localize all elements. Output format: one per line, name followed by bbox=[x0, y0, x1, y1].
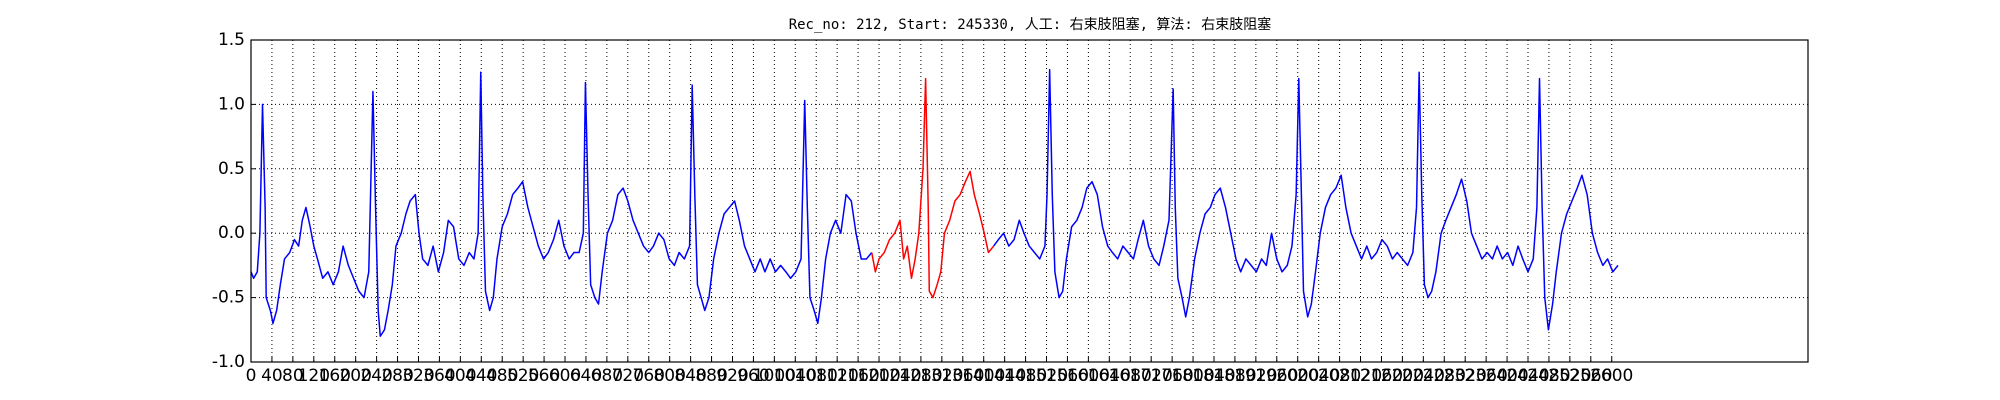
y-tick-label: 1.0 bbox=[218, 94, 245, 114]
x-tick-label: 1600 bbox=[1067, 366, 1110, 386]
x-tick-label: 320 bbox=[402, 366, 434, 386]
x-tick-label: 1280 bbox=[899, 366, 942, 386]
y-tick-label: -0.5 bbox=[212, 288, 245, 308]
x-tick-label: 40 bbox=[261, 366, 283, 386]
chart-title: Rec_no: 212, Start: 245330, 人工: 右束肢阻塞, 算… bbox=[789, 16, 1272, 33]
x-tick-label: 1320 bbox=[920, 366, 963, 386]
x-tick-label: 2560 bbox=[1569, 366, 1612, 386]
plot-frame bbox=[250, 39, 1809, 363]
x-tick-label: 640 bbox=[570, 366, 602, 386]
x-tick-label: 2480 bbox=[1527, 366, 1570, 386]
x-tick-label: 0 bbox=[246, 366, 257, 386]
x-tick-label: 2360 bbox=[1465, 366, 1508, 386]
x-tick-label: 1800 bbox=[1171, 366, 1214, 386]
x-tick-label: 1840 bbox=[1192, 366, 1235, 386]
x-tick-label: 1040 bbox=[774, 366, 817, 386]
x-tick-label: 1720 bbox=[1130, 366, 1173, 386]
x-tick-label: 1680 bbox=[1109, 366, 1152, 386]
x-tick-label: 200 bbox=[339, 366, 371, 386]
x-tick-label: 1560 bbox=[1046, 366, 1089, 386]
x-tick-label: 2120 bbox=[1339, 366, 1382, 386]
x-tick-label: 1880 bbox=[1213, 366, 1256, 386]
x-tick-label: 600 bbox=[549, 366, 581, 386]
x-tick-label: 1360 bbox=[941, 366, 984, 386]
x-tick-label: 2520 bbox=[1548, 366, 1591, 386]
x-tick-label: 960 bbox=[737, 366, 769, 386]
x-tick-label: 1640 bbox=[1088, 366, 1131, 386]
x-tick-label: 1400 bbox=[962, 366, 1005, 386]
x-tick-label: 2240 bbox=[1402, 366, 1445, 386]
x-tick-label: 920 bbox=[716, 366, 748, 386]
x-tick-label: 440 bbox=[465, 366, 497, 386]
x-tick-label: 2600 bbox=[1590, 366, 1633, 386]
x-tick-label: 680 bbox=[591, 366, 623, 386]
x-tick-label: 1520 bbox=[1025, 366, 1068, 386]
x-tick-label: 1440 bbox=[983, 366, 1026, 386]
x-tick-label: 2400 bbox=[1485, 366, 1528, 386]
x-tick-label: 2200 bbox=[1381, 366, 1424, 386]
x-tick-label: 2280 bbox=[1423, 366, 1466, 386]
x-tick-label: 120 bbox=[298, 366, 330, 386]
x-tick-label: 1760 bbox=[1150, 366, 1193, 386]
y-tick-label: 1.5 bbox=[218, 30, 245, 50]
x-tick-label: 1160 bbox=[836, 366, 879, 386]
y-tick-label: 0.0 bbox=[218, 223, 245, 243]
ecg-trace bbox=[870, 77, 995, 299]
x-tick-label: 1920 bbox=[1234, 366, 1277, 386]
y-tick-label: -1.0 bbox=[212, 352, 245, 372]
x-tick-label: 80 bbox=[282, 366, 304, 386]
x-tick-label: 280 bbox=[381, 366, 413, 386]
x-tick-label: 880 bbox=[695, 366, 727, 386]
x-tick-label: 1960 bbox=[1255, 366, 1298, 386]
x-tick-label: 240 bbox=[360, 366, 392, 386]
x-tick-label: 2080 bbox=[1318, 366, 1361, 386]
x-tick-label: 760 bbox=[633, 366, 665, 386]
x-tick-label: 2320 bbox=[1444, 366, 1487, 386]
x-tick-label: 720 bbox=[612, 366, 644, 386]
x-tick-label: 400 bbox=[444, 366, 476, 386]
x-tick-label: 1000 bbox=[753, 366, 796, 386]
x-tick-label: 1120 bbox=[816, 366, 859, 386]
x-tick-label: 520 bbox=[507, 366, 539, 386]
x-tick-label: 160 bbox=[319, 366, 351, 386]
x-tick-label: 840 bbox=[674, 366, 706, 386]
x-tick-label: 2440 bbox=[1506, 366, 1549, 386]
ecg-trace bbox=[250, 68, 1619, 337]
x-tick-label: 2000 bbox=[1276, 366, 1319, 386]
x-tick-label: 1080 bbox=[795, 366, 838, 386]
x-tick-label: 2160 bbox=[1360, 366, 1403, 386]
x-tick-label: 1240 bbox=[878, 366, 921, 386]
x-tick-label: 800 bbox=[653, 366, 685, 386]
x-tick-label: 560 bbox=[528, 366, 560, 386]
x-tick-label: 1480 bbox=[1004, 366, 1047, 386]
x-tick-label: 1200 bbox=[857, 366, 900, 386]
y-tick-label: 0.5 bbox=[218, 159, 245, 179]
x-tick-label: 2040 bbox=[1297, 366, 1340, 386]
x-tick-label: 360 bbox=[423, 366, 455, 386]
x-tick-label: 480 bbox=[486, 366, 518, 386]
